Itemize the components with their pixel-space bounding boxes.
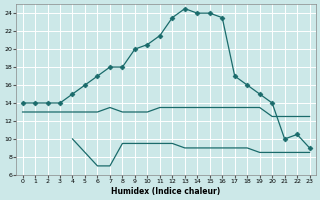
X-axis label: Humidex (Indice chaleur): Humidex (Indice chaleur) <box>111 187 221 196</box>
